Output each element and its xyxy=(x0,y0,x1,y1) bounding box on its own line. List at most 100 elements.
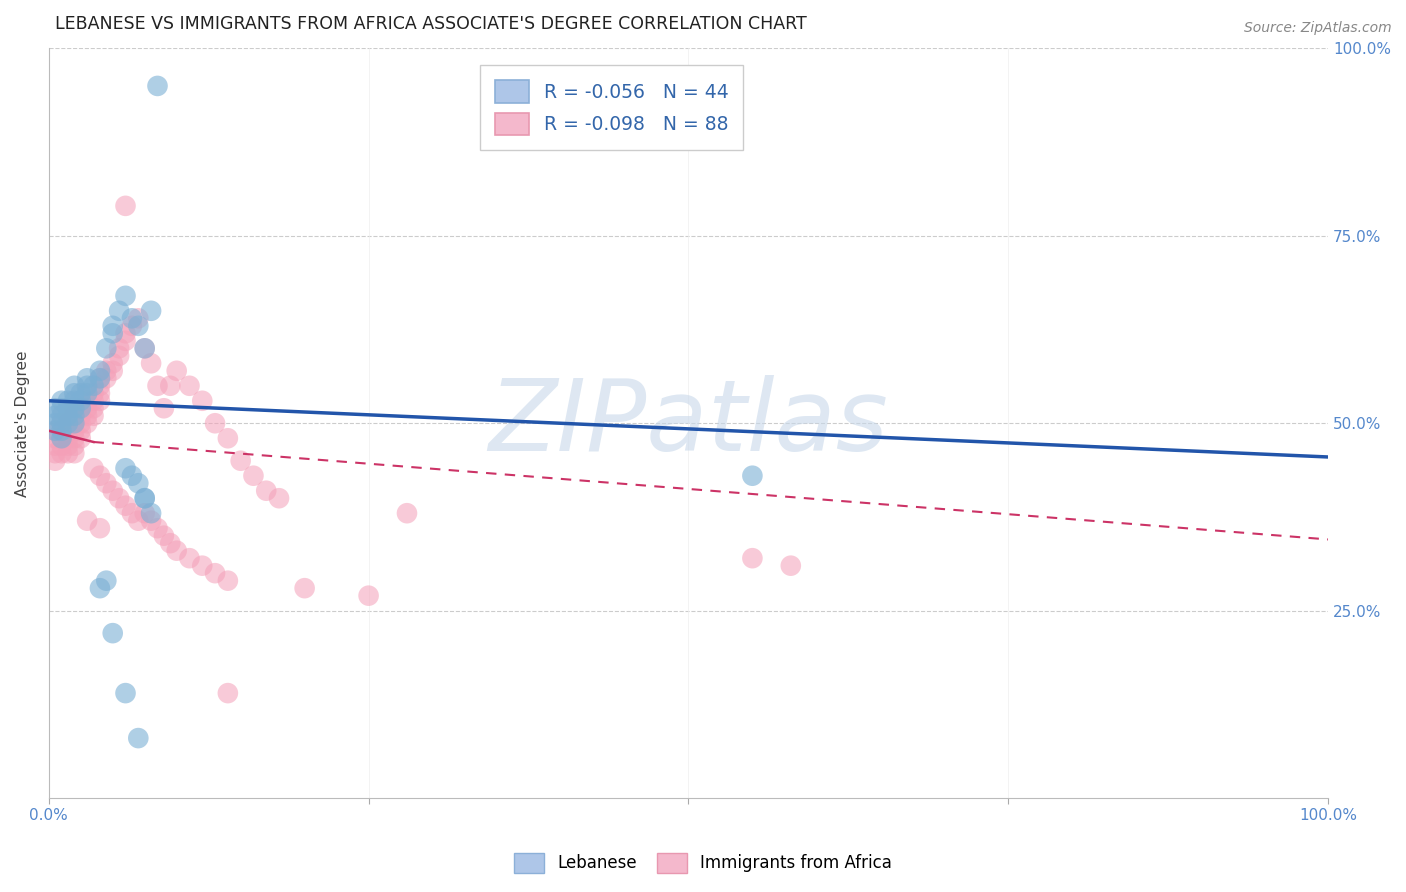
Point xyxy=(56,401,79,416)
Point xyxy=(294,581,316,595)
Point xyxy=(76,514,98,528)
Point xyxy=(56,393,79,408)
Point xyxy=(96,341,118,355)
Point xyxy=(229,454,252,468)
Point xyxy=(191,558,214,573)
Point xyxy=(44,439,66,453)
Point xyxy=(254,483,277,498)
Point xyxy=(191,393,214,408)
Point xyxy=(267,491,290,506)
Point xyxy=(127,311,149,326)
Point xyxy=(69,393,91,408)
Point xyxy=(146,521,169,535)
Point xyxy=(741,468,763,483)
Point xyxy=(159,536,181,550)
Point xyxy=(83,378,105,392)
Point xyxy=(44,424,66,438)
Point xyxy=(114,686,136,700)
Point xyxy=(56,431,79,445)
Point xyxy=(63,386,86,401)
Point xyxy=(96,364,118,378)
Point xyxy=(89,393,111,408)
Point xyxy=(76,386,98,401)
Point xyxy=(166,543,188,558)
Point xyxy=(121,468,143,483)
Point xyxy=(83,401,105,416)
Point xyxy=(89,386,111,401)
Point xyxy=(63,401,86,416)
Point xyxy=(89,468,111,483)
Point xyxy=(63,409,86,423)
Legend: R = -0.056   N = 44, R = -0.098   N = 88: R = -0.056 N = 44, R = -0.098 N = 88 xyxy=(479,65,744,151)
Point xyxy=(146,78,169,93)
Point xyxy=(395,506,418,520)
Point xyxy=(51,401,73,416)
Point xyxy=(101,483,124,498)
Point xyxy=(134,341,156,355)
Point xyxy=(89,371,111,385)
Point xyxy=(63,393,86,408)
Point xyxy=(63,424,86,438)
Point xyxy=(127,476,149,491)
Point xyxy=(69,401,91,416)
Point xyxy=(134,491,156,506)
Point xyxy=(96,574,118,588)
Text: LEBANESE VS IMMIGRANTS FROM AFRICA ASSOCIATE'S DEGREE CORRELATION CHART: LEBANESE VS IMMIGRANTS FROM AFRICA ASSOC… xyxy=(55,15,807,33)
Point xyxy=(56,446,79,460)
Point xyxy=(179,378,201,392)
Point xyxy=(69,401,91,416)
Legend: Lebanese, Immigrants from Africa: Lebanese, Immigrants from Africa xyxy=(508,847,898,880)
Point xyxy=(69,424,91,438)
Point xyxy=(89,581,111,595)
Point xyxy=(51,424,73,438)
Point xyxy=(127,514,149,528)
Point xyxy=(63,409,86,423)
Point xyxy=(121,318,143,333)
Point xyxy=(44,454,66,468)
Point xyxy=(101,326,124,341)
Point xyxy=(56,409,79,423)
Point xyxy=(134,341,156,355)
Point xyxy=(114,499,136,513)
Point xyxy=(83,409,105,423)
Point xyxy=(63,416,86,430)
Point xyxy=(127,318,149,333)
Point xyxy=(63,401,86,416)
Point xyxy=(114,289,136,303)
Point xyxy=(204,416,226,430)
Point xyxy=(139,303,162,318)
Point xyxy=(101,364,124,378)
Point xyxy=(69,386,91,401)
Point xyxy=(179,551,201,566)
Point xyxy=(76,401,98,416)
Point xyxy=(56,409,79,423)
Point xyxy=(44,401,66,416)
Point xyxy=(56,416,79,430)
Text: Source: ZipAtlas.com: Source: ZipAtlas.com xyxy=(1244,21,1392,35)
Point xyxy=(139,506,162,520)
Point xyxy=(108,349,131,363)
Point xyxy=(139,514,162,528)
Point xyxy=(741,551,763,566)
Point xyxy=(134,491,156,506)
Point xyxy=(69,409,91,423)
Point xyxy=(51,424,73,438)
Point xyxy=(108,303,131,318)
Point xyxy=(357,589,380,603)
Point xyxy=(83,386,105,401)
Point xyxy=(51,409,73,423)
Point xyxy=(89,378,111,392)
Point xyxy=(114,334,136,348)
Point xyxy=(96,371,118,385)
Point xyxy=(89,521,111,535)
Point xyxy=(51,431,73,445)
Point xyxy=(83,461,105,475)
Point xyxy=(63,431,86,445)
Point xyxy=(89,371,111,385)
Point xyxy=(96,476,118,491)
Point xyxy=(101,318,124,333)
Point xyxy=(51,416,73,430)
Point xyxy=(101,356,124,370)
Point xyxy=(51,446,73,460)
Point xyxy=(139,356,162,370)
